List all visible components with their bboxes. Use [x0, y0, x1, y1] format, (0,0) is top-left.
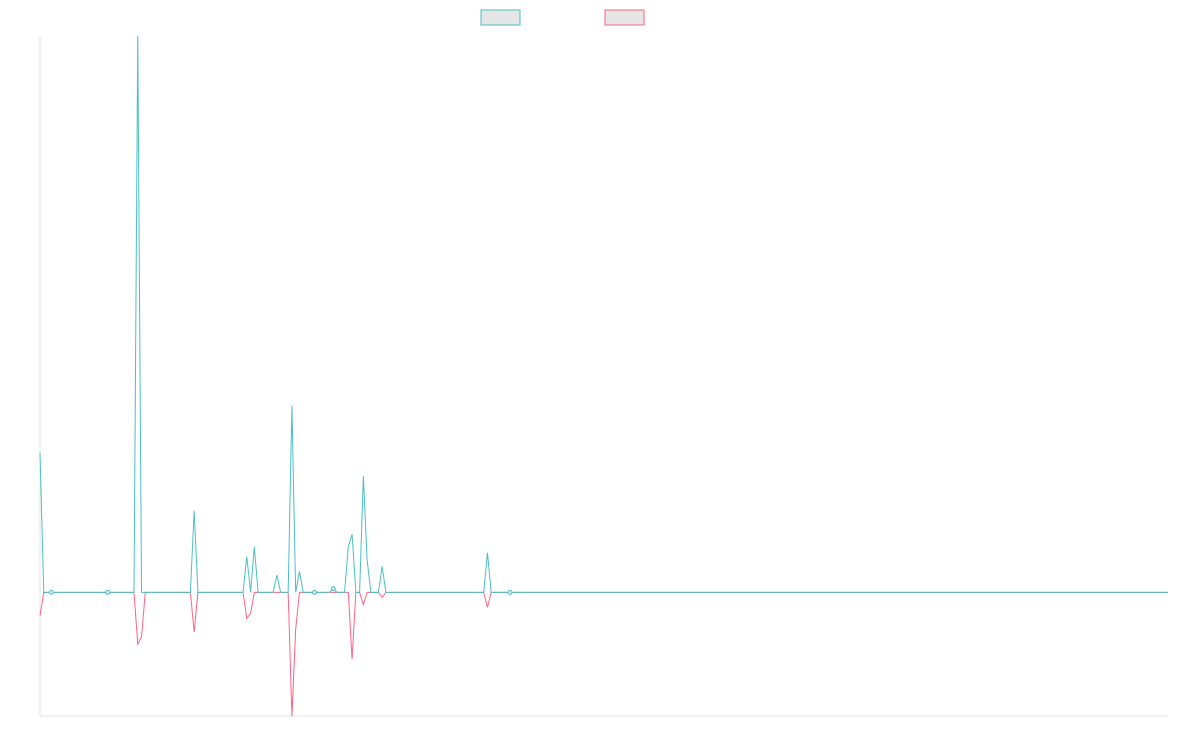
series-line-1 [39, 591, 1168, 717]
series-group [39, 35, 1168, 717]
data-point-0-2[interactable] [311, 589, 317, 595]
legend-item-1[interactable] [604, 9, 645, 26]
axes [39, 36, 1168, 717]
series-line-0 [39, 35, 1168, 593]
legend-swatch-1 [604, 9, 645, 26]
data-point-0-4[interactable] [507, 589, 513, 595]
data-point-0-0[interactable] [48, 589, 54, 595]
legend-item-0[interactable] [480, 9, 521, 26]
data-point-0-3[interactable] [330, 586, 336, 592]
legend [480, 9, 645, 26]
legend-swatch-0 [480, 9, 521, 26]
markers-group [48, 586, 513, 595]
data-point-0-1[interactable] [105, 589, 111, 595]
